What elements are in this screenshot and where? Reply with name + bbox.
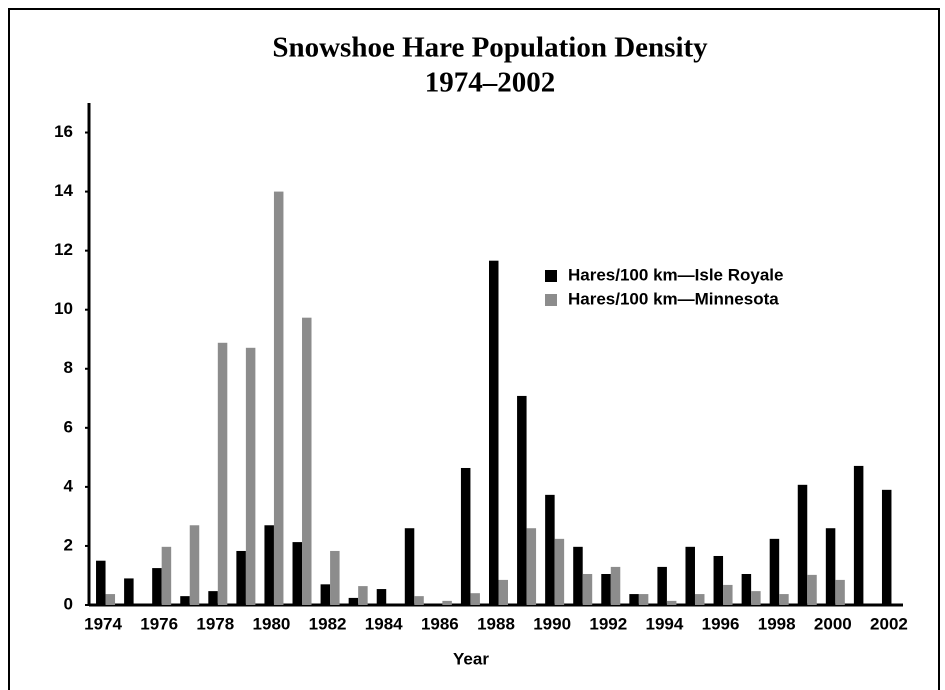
bar <box>610 566 621 605</box>
bar <box>657 566 667 605</box>
bar <box>685 546 695 605</box>
bar <box>526 528 537 605</box>
bar <box>498 579 508 605</box>
bar <box>404 528 415 605</box>
x-tick-label: 1978 <box>196 614 234 633</box>
bar <box>96 560 106 605</box>
y-tick-label: 16 <box>54 122 73 141</box>
bar <box>161 546 172 605</box>
y-tick-label: 14 <box>54 181 73 200</box>
x-tick-label: 1982 <box>309 614 347 633</box>
bar <box>835 579 845 605</box>
bar <box>582 573 593 605</box>
bar <box>779 594 789 605</box>
x-tick-label: 1994 <box>645 614 683 633</box>
bar <box>105 594 116 605</box>
y-tick-label: 0 <box>64 594 73 613</box>
y-tick-label: 4 <box>64 476 74 495</box>
chart-subtitle: 1974–2002 <box>425 67 556 99</box>
y-tick-label: 12 <box>54 240 73 259</box>
bar <box>741 573 752 605</box>
bar <box>292 542 303 605</box>
bar <box>320 584 331 605</box>
bar <box>442 600 452 605</box>
y-tick-label: 10 <box>54 299 73 318</box>
legend-label: Hares/100 km—Minnesota <box>568 289 779 308</box>
bar <box>554 538 565 605</box>
bar <box>751 591 761 605</box>
y-tick-label: 8 <box>64 358 73 377</box>
bar <box>330 550 340 605</box>
bar <box>573 546 583 605</box>
x-tick-label: 2000 <box>814 614 852 633</box>
bar <box>217 342 228 605</box>
bar <box>124 578 134 605</box>
x-tick-label: 1988 <box>477 614 515 633</box>
bar <box>881 489 892 605</box>
legend-swatch <box>545 270 557 282</box>
bar <box>694 594 705 605</box>
bar <box>208 591 218 605</box>
bar <box>348 597 359 605</box>
bar <box>601 573 611 605</box>
bar <box>769 538 780 605</box>
legend-swatch <box>545 294 557 306</box>
x-tick-label: 1996 <box>702 614 740 633</box>
bar <box>460 467 471 605</box>
bar <box>853 465 864 605</box>
bar <box>517 395 527 605</box>
y-tick-label: 6 <box>64 417 73 436</box>
bar <box>713 555 724 605</box>
x-axis-label: Year <box>453 649 489 668</box>
bar <box>302 317 312 605</box>
bar <box>273 191 284 605</box>
bar <box>825 528 836 605</box>
bar <box>807 574 817 605</box>
x-tick-label: 1980 <box>253 614 291 633</box>
x-tick-label: 1998 <box>758 614 796 633</box>
x-tick-label: 1974 <box>84 614 122 633</box>
bar <box>666 600 677 605</box>
bar <box>414 596 424 605</box>
x-tick-label: 1990 <box>533 614 571 633</box>
x-tick-label: 1992 <box>589 614 627 633</box>
bar <box>470 593 480 605</box>
bar <box>264 525 274 605</box>
bar <box>189 525 200 605</box>
frame <box>8 8 940 690</box>
x-tick-label: 1984 <box>365 614 403 633</box>
x-tick-label: 1986 <box>421 614 459 633</box>
bar <box>152 568 162 605</box>
bar <box>723 584 733 605</box>
y-tick-label: 2 <box>64 535 73 554</box>
legend-label: Hares/100 km—Isle Royale <box>568 265 783 284</box>
bar <box>629 594 639 605</box>
bar <box>180 596 190 605</box>
bar <box>376 589 387 605</box>
x-tick-label: 1976 <box>140 614 178 633</box>
bar <box>489 260 499 605</box>
bar <box>245 347 256 605</box>
bar <box>797 484 808 605</box>
bar <box>638 594 649 605</box>
bar <box>236 550 246 605</box>
chart-title: Snowshoe Hare Population Density <box>272 32 708 64</box>
bar <box>545 494 555 605</box>
bar <box>358 586 368 605</box>
x-tick-label: 2002 <box>870 614 908 633</box>
